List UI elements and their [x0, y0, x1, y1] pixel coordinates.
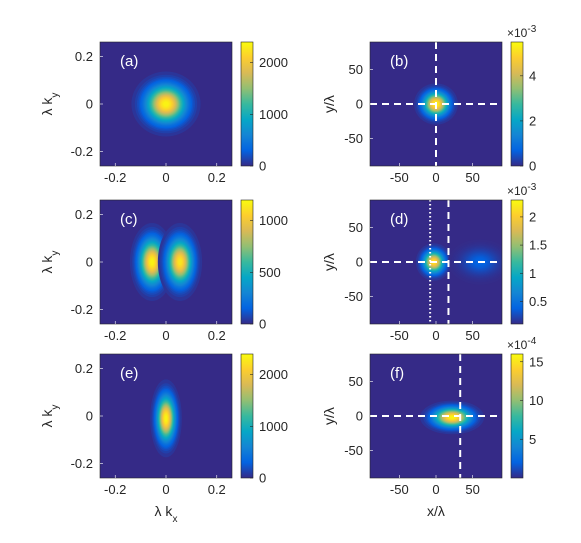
colorbar-tick-label: 1000 [259, 213, 288, 228]
intensity-peak [150, 379, 182, 458]
x-axis-label: x/λ [427, 503, 445, 519]
colorbar-tick-label: 10 [529, 393, 543, 408]
x-tick-label: -0.2 [104, 170, 126, 185]
y-tick-label: 0.2 [75, 207, 93, 222]
colorbar-tick-label: 15 [529, 354, 543, 369]
x-tick-label: 0 [432, 170, 439, 185]
colorbar [240, 41, 254, 167]
x-tick-label: -0.2 [104, 482, 126, 497]
panel-a: -0.2 0 0.2 -0.2 0 0.2 λ ky (a) 0 1000 2000 [39, 41, 288, 185]
y-tick-label: 0 [356, 97, 363, 112]
y-tick-label: -50 [344, 289, 363, 304]
y-axis-label: λ ky [39, 405, 61, 428]
y-axis-label: y/λ [321, 253, 337, 271]
colorbar [510, 353, 524, 479]
y-tick-label: 0 [356, 255, 363, 270]
colorbar-tick-label: 500 [259, 265, 281, 280]
y-axis-label: y/λ [321, 407, 337, 425]
colorbar-tick-label: 1 [529, 266, 536, 281]
intensity-peak [131, 71, 201, 137]
y-axis-label: y/λ [321, 95, 337, 113]
colorbar-tick-label: 1000 [259, 107, 288, 122]
x-tick-label: 50 [465, 482, 479, 497]
colorbar-tick-label: 2 [529, 113, 536, 128]
y-tick-label: 0 [356, 409, 363, 424]
colorbar [240, 353, 254, 479]
y-tick-label: -50 [344, 131, 363, 146]
x-tick-label: 50 [465, 328, 479, 343]
y-axis-label: λ ky [39, 93, 61, 116]
x-tick-label: 0 [432, 482, 439, 497]
colorbar-tick-label: 4 [529, 68, 536, 83]
y-tick-label: 50 [349, 374, 363, 389]
y-tick-label: -0.2 [71, 302, 93, 317]
y-tick-label: 50 [349, 62, 363, 77]
y-tick-label: -0.2 [71, 456, 93, 471]
colorbar-exponent: ×10-3 [507, 24, 537, 40]
intensity-peak [420, 400, 485, 435]
panel-d: -50 0 50 -50 0 50 y/λ (d) 0.5 1 1.5 2 ×10-3 [321, 182, 547, 343]
colorbar-tick-label: 0 [529, 159, 536, 174]
x-tick-label: -0.2 [104, 328, 126, 343]
panel-e: -0.2 0 0.2 -0.2 0 0.2 λ ky λ kx (e) 0 1000 2000 [39, 353, 288, 525]
x-tick-label: -50 [390, 328, 409, 343]
y-tick-label: -0.2 [71, 144, 93, 159]
colorbar-tick-label: 2000 [259, 367, 288, 382]
colorbar-tick-label: 5 [529, 432, 536, 447]
y-tick-label: 0.2 [75, 361, 93, 376]
panel-f: -50 0 50 -50 0 50 y/λ x/λ (f) 5 10 15 ×10-4 [321, 336, 543, 519]
colorbar-exponent: ×10-4 [507, 336, 537, 352]
colorbar-tick-label: 0.5 [529, 294, 547, 309]
x-tick-label: 0 [162, 170, 169, 185]
colorbar [510, 41, 524, 167]
x-tick-label: -50 [390, 482, 409, 497]
x-tick-label: -50 [390, 170, 409, 185]
colorbar-tick-label: 1.5 [529, 238, 547, 253]
panel-label: (c) [120, 211, 138, 228]
x-axis-label: λ kx [155, 503, 178, 525]
y-tick-label: 0 [86, 255, 93, 270]
x-tick-label: 0 [162, 482, 169, 497]
x-tick-label: 0 [432, 328, 439, 343]
x-tick-label: 0.2 [208, 328, 226, 343]
y-tick-label: 50 [349, 220, 363, 235]
panel-label: (d) [390, 211, 408, 228]
x-tick-label: 0.2 [208, 482, 226, 497]
panel-b: -50 0 50 -50 0 50 y/λ (b) 0 2 4 ×10-3 [321, 24, 537, 185]
y-tick-label: -50 [344, 443, 363, 458]
colorbar-tick-label: 0 [259, 471, 266, 486]
colorbar-tick-label: 2000 [259, 55, 288, 70]
y-tick-label: 0.2 [75, 49, 93, 64]
y-tick-label: 0 [86, 97, 93, 112]
panel-label: (b) [390, 53, 408, 70]
colorbar [240, 199, 254, 325]
panel-label: (a) [120, 53, 138, 70]
y-tick-label: 0 [86, 409, 93, 424]
colorbar-tick-label: 2 [529, 209, 536, 224]
x-tick-label: 50 [465, 170, 479, 185]
intensity-peak [157, 223, 203, 301]
x-tick-label: 0 [162, 328, 169, 343]
y-axis-label: λ ky [39, 251, 61, 274]
colorbar-exponent: ×10-3 [507, 182, 537, 198]
panel-label: (e) [120, 365, 138, 382]
colorbar [510, 199, 524, 325]
intensity-peak [448, 239, 502, 285]
panel-c: -0.2 0 0.2 -0.2 0 0.2 λ ky (c) 0 500 1000 [39, 199, 288, 343]
colorbar-tick-label: 0 [259, 317, 266, 332]
colorbar-tick-label: 0 [259, 159, 266, 174]
colorbar-tick-label: 1000 [259, 419, 288, 434]
panel-label: (f) [390, 365, 404, 382]
x-tick-label: 0.2 [208, 170, 226, 185]
